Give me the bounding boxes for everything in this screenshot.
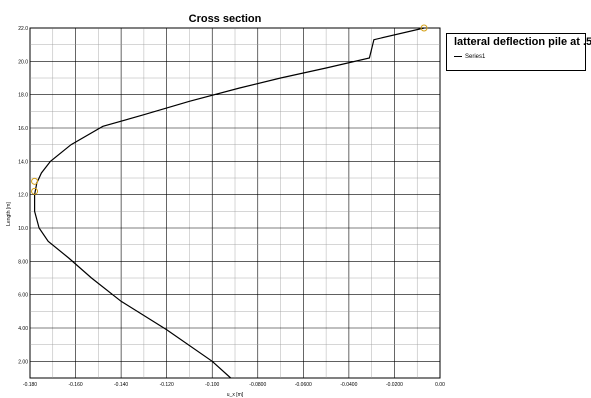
x-tick-label: -0.120 (160, 382, 174, 388)
y-tick-label: 18.0 (18, 93, 28, 99)
legend-entry-series1: Series1 (454, 54, 485, 60)
x-tick-label: -0.140 (114, 382, 128, 388)
legend-title: latteral deflection pile at .5 He (454, 36, 591, 48)
data-marker (420, 24, 428, 32)
x-tick-label: -0.0200 (386, 382, 403, 388)
y-tick-label: 10.0 (18, 226, 28, 232)
y-tick-label: 16.0 (18, 126, 28, 132)
x-tick-label: 0.00 (435, 382, 445, 388)
y-tick-label: 14.0 (18, 159, 28, 165)
y-tick-label: 8.00 (18, 259, 28, 265)
x-tick-label: -0.0400 (340, 382, 357, 388)
x-tick-label: -0.0600 (295, 382, 312, 388)
y-tick-label: 20.0 (18, 59, 28, 65)
y-tick-label: 22.0 (18, 26, 28, 32)
y-axis-label: Length [m] (6, 202, 12, 226)
tick-labels: -0.180 -0.160 -0.140 -0.120 -0.100 -0.0800 -0.… (18, 26, 445, 388)
legend: latteral deflection pile at .5 He Series… (446, 33, 591, 71)
x-axis-label: u_x [m] (227, 392, 244, 398)
legend-line-swatch (454, 55, 462, 57)
chart-title: Cross section (189, 13, 262, 25)
y-tick-label: 6.00 (18, 293, 28, 299)
legend-entry-label: Series1 (465, 54, 486, 60)
x-tick-label: -0.0800 (249, 382, 266, 388)
grid (29, 27, 441, 378)
y-tick-label: 2.00 (18, 359, 28, 365)
x-tick-label: -0.160 (68, 382, 82, 388)
y-tick-label: 4.00 (18, 326, 28, 332)
series-group (33, 27, 425, 379)
data-marker (31, 177, 39, 185)
data-marker (31, 187, 39, 195)
marker-group (31, 24, 428, 195)
x-tick-label: -0.100 (205, 382, 219, 388)
series-line-0 (33, 27, 425, 379)
y-tick-label: 12.0 (18, 193, 28, 199)
x-tick-label: -0.180 (23, 382, 37, 388)
